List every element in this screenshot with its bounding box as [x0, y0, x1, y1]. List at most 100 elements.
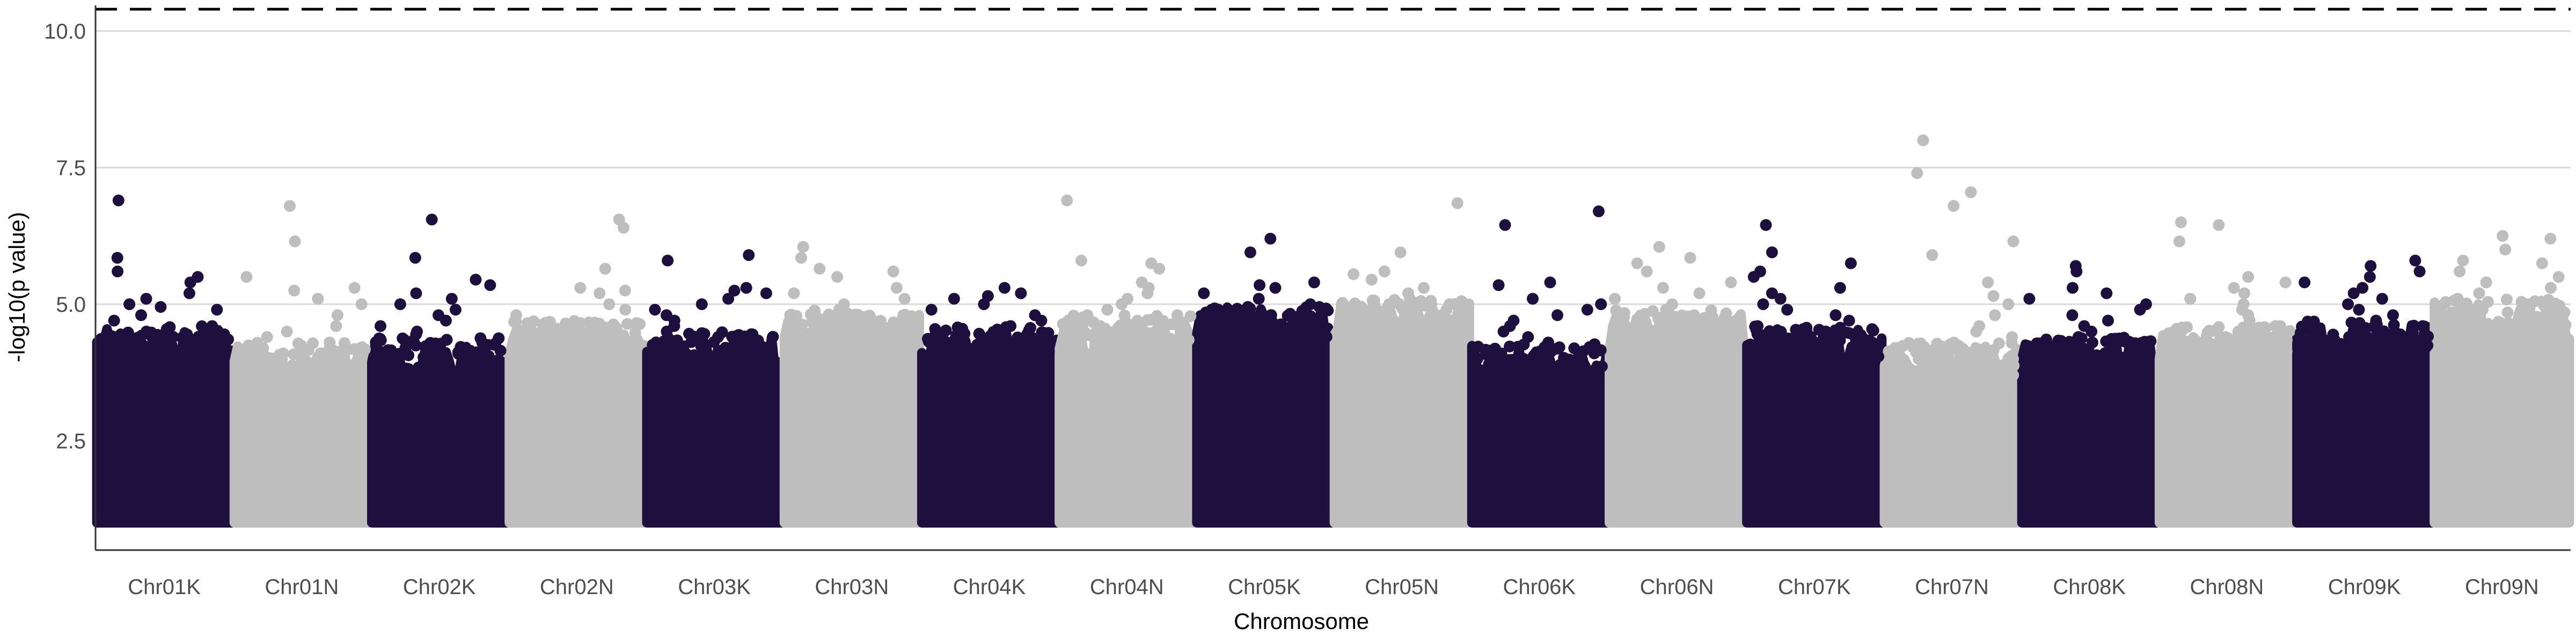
point-Chr02N-cloud-50: [524, 321, 536, 334]
point-Chr01K-cloud-59: [144, 349, 156, 362]
point-Chr07K-10: [1829, 309, 1842, 321]
point-Chr09K-cloud-57: [2296, 320, 2308, 333]
point-Chr03N-3: [887, 265, 899, 277]
point-Chr03N-10: [784, 309, 796, 321]
point-Chr09N-2: [2499, 244, 2512, 256]
point-Chr02N-11: [570, 325, 582, 338]
point-Chr01K-2: [112, 265, 124, 277]
point-Chr02N-cloud-28: [624, 339, 636, 351]
point-Chr06N-cloud-29: [1666, 312, 1678, 324]
y-tick-labels: 2.5 5.0 7.5 10.0: [44, 20, 86, 453]
point-Chr06N-2: [1631, 257, 1643, 269]
point-Chr04K-cloud-10: [971, 339, 984, 350]
point-Chr02K-6: [394, 298, 406, 310]
point-Chr05N-cloud-38: [1455, 322, 1467, 334]
point-Chr01N-5: [312, 292, 324, 305]
point-Chr07K-cloud-50: [1810, 342, 1823, 354]
point-Chr03N-cloud-36: [841, 334, 853, 346]
point-Chr03N-cloud-57: [804, 308, 817, 320]
point-Chr09N-6: [2552, 271, 2565, 283]
point-Chr03N-1: [795, 252, 807, 264]
point-Chr01N-cloud-56: [295, 339, 308, 352]
point-Chr02K-13: [476, 336, 488, 349]
point-Chr02K-cloud-47: [418, 351, 430, 363]
point-Chr03K-cloud-44: [729, 330, 742, 342]
point-Chr08N-1: [2213, 219, 2225, 231]
point-Chr05K-9: [1205, 304, 1218, 316]
point-Chr06N-9: [1660, 304, 1672, 316]
point-Chr09N-5: [2454, 265, 2466, 277]
point-Chr03N-7: [898, 292, 911, 305]
point-Chr05N-cloud-59: [1379, 324, 1392, 336]
point-Chr09K-cloud-55: [2318, 336, 2330, 348]
point-Chr08K-6: [2134, 304, 2146, 316]
point-Chr09K-3: [2363, 271, 2376, 283]
point-Chr05K-12: [1212, 314, 1225, 327]
point-Chr03K-11: [661, 325, 673, 338]
x-tick-label-Chr06K: Chr06K: [1503, 575, 1576, 599]
point-Chr03N-2: [814, 262, 826, 275]
point-Chr04K-0: [998, 282, 1011, 294]
point-Chr06N-10: [1688, 309, 1700, 321]
point-Chr01N-0: [284, 200, 296, 212]
point-Chr05K-7: [1304, 298, 1316, 310]
point-Chr08N-cloud-55: [2263, 342, 2275, 354]
point-Chr07K-9: [1781, 304, 1794, 316]
point-Chr01K-cloud-30: [183, 350, 195, 362]
point-Chr01N-13: [237, 347, 249, 360]
point-Chr01N-cloud-57: [291, 368, 303, 380]
point-Chr09N-cloud-50: [2527, 317, 2539, 330]
point-Chr09N-10: [2451, 292, 2464, 305]
point-Chr06N-3: [1641, 265, 1653, 277]
point-Chr04K-cloud-46: [929, 323, 941, 335]
point-Chr05K-3: [1254, 279, 1265, 291]
y-axis-title: -log10(p value): [4, 212, 30, 362]
point-Chr02K-10: [375, 320, 386, 332]
point-Chr01N-cloud-47: [295, 358, 307, 371]
point-Chr04K-cloud-54: [1038, 345, 1050, 357]
point-Chr07N-0: [1917, 134, 1929, 147]
point-Chr04K-cloud-47: [1022, 342, 1034, 355]
point-Chr09K-12: [2417, 320, 2429, 332]
point-Chr03N-cloud-59: [867, 328, 880, 340]
point-Chr01N-6: [355, 298, 368, 310]
point-Chr01K-6: [140, 292, 152, 305]
point-Chr06K-cloud-26: [1551, 342, 1563, 355]
data-points: [94, 134, 2572, 382]
point-Chr01N-9: [281, 325, 293, 338]
point-Chr05N-5: [1418, 282, 1430, 294]
point-Chr02N-2: [599, 262, 611, 275]
point-Chr08K-7: [2066, 309, 2079, 321]
point-Chr02N-cloud-18: [599, 341, 612, 353]
point-Chr04K-4: [978, 298, 990, 310]
point-Chr08N-cloud-48: [2280, 345, 2293, 357]
point-Chr04N-cloud-48: [1078, 316, 1091, 328]
point-Chr09N-11: [2523, 298, 2535, 310]
point-Chr08K-2: [2067, 282, 2079, 294]
point-Chr08N-cloud-50: [2223, 350, 2236, 362]
x-tick-label-Chr04N: Chr04N: [1090, 575, 1164, 599]
point-Chr05K-2: [1308, 276, 1320, 289]
x-tick-label-Chr01K: Chr01K: [128, 575, 201, 599]
point-Chr09K-cloud-52: [2329, 334, 2341, 347]
y-tick-label-2: 7.5: [56, 156, 86, 180]
x-tick-label-Chr08N: Chr08N: [2190, 575, 2264, 599]
point-Chr09K-9: [2353, 304, 2365, 316]
point-Chr04N-cloud-52: [1087, 316, 1100, 328]
point-Chr01K-cloud-53: [184, 336, 196, 348]
point-Chr01K-1: [111, 252, 123, 264]
point-Chr04K-cloud-29: [930, 349, 941, 361]
point-Chr07N-cloud-49: [1913, 353, 1925, 365]
point-Chr04K-cloud-38: [961, 351, 973, 363]
point-Chr01K-cloud-31: [214, 350, 226, 362]
point-Chr06K-cloud-8: [1472, 366, 1483, 378]
point-Chr08N-cloud-52: [2241, 345, 2253, 357]
x-tick-label-Chr07N: Chr07N: [1915, 575, 1989, 599]
point-Chr06K-cloud-19: [1575, 368, 1587, 380]
point-Chr05N-4: [1365, 274, 1378, 286]
point-Chr09N-9: [2473, 287, 2485, 299]
point-Chr08K-4: [2023, 292, 2036, 305]
point-Chr09N-cloud-56: [2501, 306, 2514, 319]
point-Chr06N-5: [1657, 282, 1669, 294]
point-Chr03N-11: [848, 314, 860, 327]
